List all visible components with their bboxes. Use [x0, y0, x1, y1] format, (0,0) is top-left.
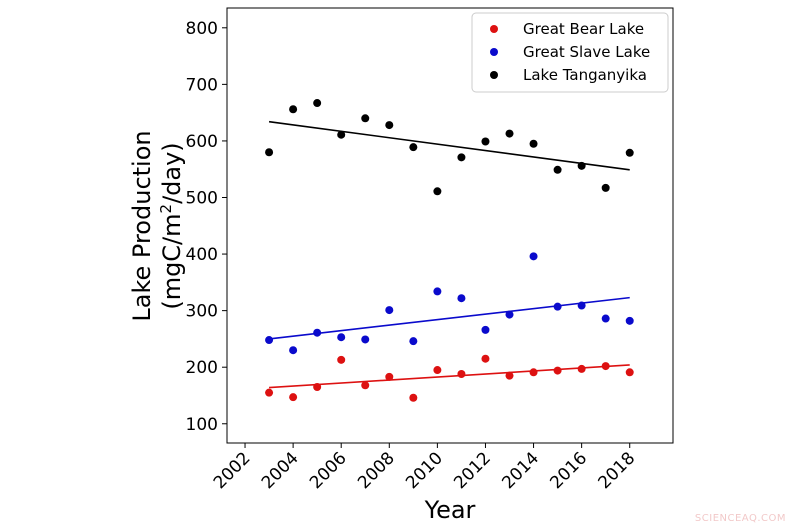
data-point [289, 105, 298, 114]
data-point [529, 368, 538, 377]
data-point [481, 354, 490, 363]
data-point [553, 366, 562, 375]
x-axis-label: Year [424, 496, 476, 524]
data-point [577, 364, 586, 373]
data-point [433, 187, 442, 196]
data-point [553, 165, 562, 174]
data-point [601, 314, 610, 323]
x-tick-label: 2008 [354, 448, 399, 493]
data-point [577, 301, 586, 310]
data-point [433, 366, 442, 375]
data-point [361, 114, 370, 123]
data-point [409, 337, 418, 346]
data-point [409, 143, 418, 152]
y-tick-label: 200 [186, 358, 218, 378]
y-tick-label: 100 [186, 415, 218, 435]
data-point [529, 139, 538, 148]
legend-label: Great Bear Lake [523, 20, 644, 38]
y-tick-label: 700 [186, 75, 218, 95]
data-point [385, 121, 394, 130]
data-point [337, 130, 346, 139]
data-point [625, 316, 634, 325]
data-point [601, 183, 610, 192]
data-point [265, 148, 274, 157]
trend-lines [268, 120, 630, 389]
data-point [481, 325, 490, 334]
data-point [265, 388, 274, 397]
data-point [601, 362, 610, 371]
legend-label: Lake Tanganyika [523, 66, 647, 84]
data-point [505, 129, 514, 138]
data-point [361, 335, 370, 344]
legend-label: Great Slave Lake [523, 43, 650, 61]
legend-marker [490, 25, 498, 33]
data-point [265, 336, 274, 345]
data-point [385, 306, 394, 315]
data-point [457, 153, 466, 162]
legend: Great Bear Lake Great Slave Lake Lake Tang… [471, 12, 669, 93]
y-axis-label-line1: Lake Production [128, 130, 156, 321]
x-tick-label: 2012 [450, 448, 495, 493]
y-tick-label: 400 [186, 245, 218, 265]
data-point [457, 294, 466, 303]
x-tick-label: 2016 [546, 448, 591, 493]
data-point [337, 355, 346, 364]
trend-line [268, 296, 630, 340]
legend-marker [490, 48, 498, 56]
y-axis-label-line2: (mgC/m2/day) [157, 142, 186, 309]
data-point [553, 302, 562, 311]
x-tick-label: 2004 [258, 448, 303, 493]
y-tick-label: 600 [186, 132, 218, 152]
data-point [361, 381, 370, 390]
data-point [577, 161, 586, 170]
data-point [505, 371, 514, 380]
data-point [313, 328, 322, 337]
x-tick-label: 2006 [306, 448, 351, 493]
data-point [289, 346, 298, 355]
data-point [313, 382, 322, 391]
data-point [433, 287, 442, 296]
data-point [625, 368, 634, 377]
x-tick-label: 2014 [498, 448, 543, 493]
y-tick-label: 800 [186, 19, 218, 39]
data-point [481, 137, 490, 146]
data-point [289, 393, 298, 402]
data-point [505, 310, 514, 319]
data-points [265, 99, 634, 402]
data-point [313, 99, 322, 108]
data-point [529, 252, 538, 261]
data-point [385, 372, 394, 381]
data-point [625, 148, 634, 157]
trend-line [268, 120, 630, 171]
x-tick-label: 2010 [402, 448, 447, 493]
x-tick-label: 2002 [210, 448, 255, 493]
y-tick-label: 500 [186, 188, 218, 208]
x-tick-label: 2018 [595, 448, 640, 493]
plot-frame [226, 7, 674, 444]
trend-line [269, 364, 630, 389]
legend-marker [490, 71, 498, 79]
y-tick-label: 300 [186, 302, 218, 322]
data-point [337, 333, 346, 342]
data-point [409, 393, 418, 402]
data-point [457, 369, 466, 378]
watermark: SCIENCEAQ.COM [694, 513, 786, 524]
y-axis-label: Lake Production (mgC/m2/day) [128, 130, 186, 321]
y-axis: 100 200 300 400 500 600 700 800 [186, 19, 227, 435]
x-axis: 2002 2004 2006 2008 2010 2012 2014 2016 2018 [210, 443, 639, 493]
